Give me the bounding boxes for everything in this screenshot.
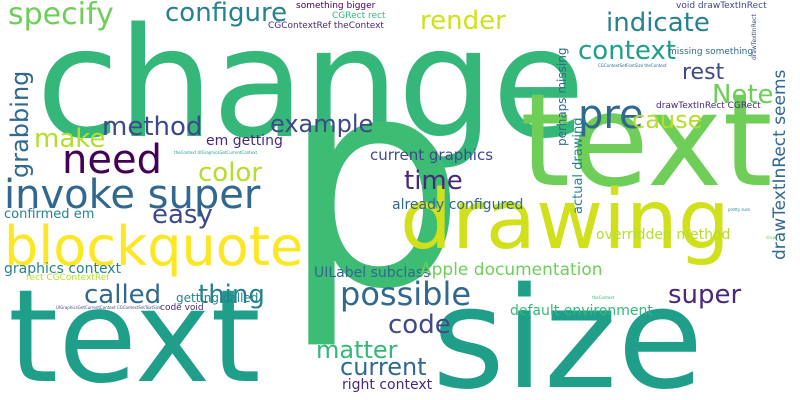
word-cgcontextsetfontsize: CGContextSetFontSize theContext — [598, 63, 667, 68]
word-pretty-sure: pretty sure — [728, 207, 750, 212]
word-render: render — [420, 6, 506, 36]
word-text-bottom: text — [8, 263, 261, 400]
word-pre: pre — [578, 92, 644, 138]
word-getting-called: getting called — [176, 291, 259, 305]
word-example: example — [270, 110, 374, 138]
word-graphics-context: graphics context — [4, 261, 122, 277]
word-missing-something: missing something — [668, 47, 754, 57]
word-thecontext-uigraphics: theContext UIGraphicsGetCurrentContext — [174, 150, 258, 155]
word-grabbing-vertical: grabbing — [6, 70, 34, 178]
word-em-getting: em getting — [206, 133, 283, 149]
word-specify: specify — [8, 0, 114, 32]
word-super: super — [668, 280, 742, 310]
word-easy: easy — [152, 200, 213, 230]
word-current-graphics: current graphics — [370, 146, 494, 164]
word-color: color — [198, 158, 263, 188]
word-overridden-method: overridden method — [596, 227, 731, 243]
word-rect-cgcontextref: rect CGContextRef — [26, 273, 110, 283]
word-cgrect-rect: CGRect rect — [332, 11, 386, 21]
word-thecontext-tiny: theContext — [592, 295, 615, 300]
word-thing: thing — [198, 280, 265, 310]
word-make: make — [34, 124, 106, 154]
word-actual-drawing-vertical: actual drawing — [571, 117, 586, 214]
word-confirmed-em: confirmed em — [4, 207, 95, 222]
word-note: Note — [712, 80, 774, 110]
word-perhaps-missing-vertical: perhaps missing — [555, 47, 569, 146]
word-uilabel-subclass: UILabel subclass — [314, 265, 431, 281]
word-apple-documentation: Apple documentation — [420, 260, 603, 280]
word-p: p — [282, 16, 467, 353]
word-matter: matter — [316, 336, 398, 364]
word-configure: configure — [165, 0, 288, 28]
word-method: method — [102, 112, 203, 142]
word-cause: cause — [632, 106, 703, 134]
word-draw-tiny: draw — [766, 235, 776, 240]
word-drawtextinrect-vertical: drawTextInRect — [751, 14, 758, 60]
word-text-large: text — [520, 67, 773, 216]
word-blockquote: blockquote — [4, 215, 304, 278]
word-uigraphicsgetcurrentcontext: UIGraphicsGetCurrentContext CGContextSet… — [56, 305, 162, 310]
word-void-drawtextinrect: void drawTextInRect — [676, 1, 767, 11]
word-time: time — [404, 166, 463, 196]
word-invoke-super: invoke super — [4, 172, 261, 218]
word-called: called — [84, 280, 162, 310]
word-possible: possible — [340, 275, 472, 313]
word-default-environment: default environment — [510, 303, 653, 319]
word-right-context: right context — [342, 377, 433, 393]
word-cgcontextref-thecontext: CGContextRef theContext — [268, 21, 384, 31]
word-already-configured: already configured — [392, 197, 524, 213]
word-rest: rest — [682, 60, 725, 85]
word-something-bigger: something bigger — [296, 1, 376, 11]
word-drawtextinrect-seems-vertical: drawTextInRect seems — [770, 69, 790, 260]
word-indicate: indicate — [606, 8, 710, 38]
word-code-void: code void — [160, 303, 204, 313]
word-drawing: drawing — [400, 173, 730, 268]
word-need: need — [62, 137, 162, 183]
word-code: code — [388, 310, 451, 340]
word-drawtextinrect-cgrect: drawTextInRect CGRect — [656, 101, 761, 111]
word-context: context — [578, 36, 676, 66]
word-size: size — [432, 258, 704, 400]
word-current: current — [340, 353, 427, 381]
word-change: change — [36, 0, 585, 172]
